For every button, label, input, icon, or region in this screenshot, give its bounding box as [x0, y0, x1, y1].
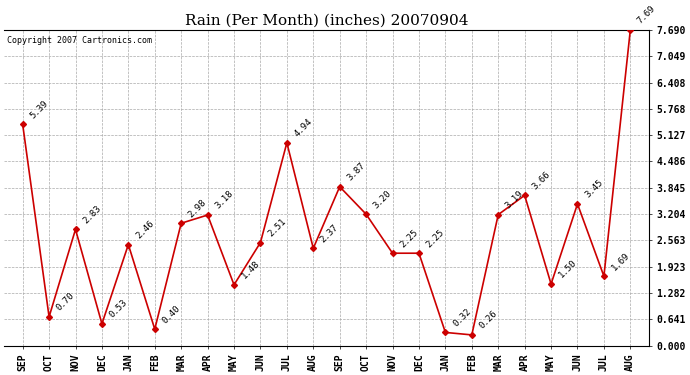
Text: 0.40: 0.40 [160, 303, 182, 325]
Text: 3.87: 3.87 [345, 161, 367, 183]
Text: 1.69: 1.69 [609, 251, 631, 272]
Text: 2.83: 2.83 [81, 204, 103, 225]
Title: Rain (Per Month) (inches) 20070904: Rain (Per Month) (inches) 20070904 [185, 13, 469, 27]
Text: 3.19: 3.19 [504, 189, 525, 210]
Text: 1.48: 1.48 [239, 259, 261, 280]
Text: 2.25: 2.25 [398, 228, 420, 249]
Text: 2.25: 2.25 [424, 228, 446, 249]
Text: 2.51: 2.51 [266, 217, 288, 238]
Text: 0.70: 0.70 [55, 291, 76, 313]
Text: 3.45: 3.45 [583, 178, 604, 200]
Text: 7.69: 7.69 [636, 4, 658, 26]
Text: 0.32: 0.32 [451, 307, 473, 328]
Text: 4.94: 4.94 [293, 117, 314, 139]
Text: 2.46: 2.46 [134, 219, 155, 240]
Text: 5.39: 5.39 [28, 99, 50, 120]
Text: 2.37: 2.37 [319, 222, 340, 244]
Text: 1.50: 1.50 [557, 258, 578, 280]
Text: Copyright 2007 Cartronics.com: Copyright 2007 Cartronics.com [8, 36, 152, 45]
Text: 0.26: 0.26 [477, 309, 499, 331]
Text: 0.53: 0.53 [108, 298, 129, 320]
Text: 3.20: 3.20 [372, 189, 393, 210]
Text: 3.66: 3.66 [530, 170, 552, 191]
Text: 3.18: 3.18 [213, 189, 235, 211]
Text: 2.98: 2.98 [187, 198, 208, 219]
